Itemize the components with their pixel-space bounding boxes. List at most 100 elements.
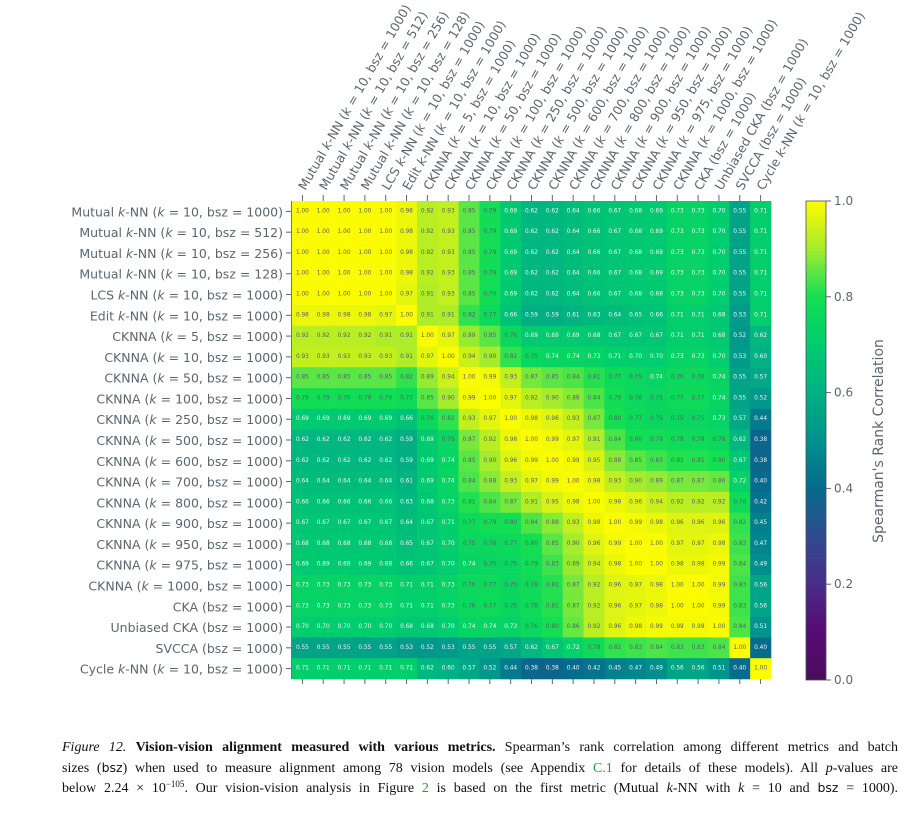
- cell-value-label: 0.99: [692, 624, 705, 630]
- heatmap-cell: [396, 325, 418, 347]
- cell-value-label: 0.85: [421, 395, 434, 401]
- caption-k: k: [738, 781, 745, 796]
- cell-value-label: 0.75: [650, 395, 663, 401]
- heatmap-cell: [521, 325, 543, 347]
- cell-value-label: 0.87: [588, 416, 601, 422]
- cell-value-label: 0.68: [588, 333, 601, 339]
- cell-value-label: 0.84: [733, 624, 746, 630]
- cell-value-label: 0.90: [567, 541, 580, 547]
- heatmap-cell: [333, 284, 355, 306]
- cell-value-label: 0.84: [733, 562, 746, 568]
- heatmap-cell: [604, 242, 626, 264]
- heatmap-cell: [396, 533, 418, 555]
- heatmap-cell: [312, 388, 334, 410]
- cell-value-label: 0.90: [629, 479, 642, 485]
- heatmap-cell: [729, 575, 751, 597]
- figure-link[interactable]: 2: [421, 781, 429, 796]
- heatmap-cell: [708, 595, 730, 617]
- heatmap-cell: [354, 554, 376, 576]
- heatmap-cell: [437, 616, 459, 638]
- cell-value-label: 0.73: [671, 208, 684, 214]
- cell-value-label: 1.00: [629, 541, 642, 547]
- cell-value-label: 0.75: [442, 437, 455, 443]
- cell-value-label: 0.56: [671, 666, 684, 672]
- cell-value-label: 0.77: [483, 312, 496, 318]
- heatmap-cell: [646, 491, 668, 514]
- heatmap-cell: [292, 284, 314, 306]
- cell-value-label: 0.69: [504, 271, 517, 277]
- heatmap-cell: [416, 388, 439, 410]
- heatmap-cell: [750, 346, 772, 368]
- heatmap-cell: [437, 554, 459, 576]
- cell-value-label: 0.93: [567, 416, 580, 422]
- heatmap-cell: [500, 325, 522, 347]
- caption-text: ) when used to measure alignment among 7…: [122, 760, 593, 776]
- cell-value-label: 1.00: [379, 229, 392, 235]
- cell-value-label: 0.69: [525, 333, 538, 339]
- heatmap-cell: [604, 491, 626, 514]
- heatmap-cell: [604, 367, 626, 389]
- heatmap-cell: [729, 242, 751, 264]
- cell-value-label: 0.76: [463, 603, 476, 609]
- cell-value-label: 1.00: [650, 541, 663, 547]
- heatmap-cell: [292, 367, 314, 389]
- cell-value-label: 0.62: [338, 437, 351, 443]
- heatmap-cell: [500, 658, 522, 680]
- cell-value-label: 0.66: [400, 416, 413, 422]
- heatmap-cell: [479, 408, 501, 430]
- heatmap-cell: [666, 637, 688, 659]
- cell-value-label: 1.00: [358, 229, 371, 235]
- caption-text: -values are: [832, 760, 898, 776]
- cell-value-label: 0.98: [650, 520, 663, 526]
- cell-value-label: 0.83: [671, 645, 684, 651]
- colorbar-tick-label: 0.8: [834, 290, 853, 304]
- heatmap-cell: [437, 325, 459, 347]
- row-label: CKNNA (k = 700, bsz = 1000): [96, 474, 283, 489]
- heatmap-cell: [750, 575, 772, 597]
- heatmap-cell: [729, 304, 751, 326]
- cell-value-label: 0.64: [400, 520, 413, 526]
- cell-value-label: 0.74: [442, 479, 455, 485]
- heatmap-cell: [479, 304, 501, 326]
- cell-value-label: 0.75: [629, 375, 642, 381]
- heatmap-cell: [416, 512, 439, 534]
- cell-value-label: 0.73: [379, 603, 392, 609]
- appendix-link[interactable]: C.1: [592, 760, 613, 776]
- cell-value-label: 1.00: [567, 479, 580, 485]
- cell-value-label: 0.66: [650, 312, 663, 318]
- heatmap-cell: [708, 575, 730, 597]
- heatmap-cell: [583, 450, 605, 472]
- cell-value-label: 0.93: [296, 354, 309, 360]
- heatmap-cell: [687, 554, 709, 576]
- cell-value-label: 0.93: [608, 479, 621, 485]
- heatmap-cell: [375, 201, 397, 223]
- heatmap-cell: [750, 471, 772, 493]
- heatmap-cell: [666, 263, 688, 285]
- cell-value-label: 0.65: [400, 541, 413, 547]
- cell-value-label: 0.79: [483, 520, 496, 526]
- heatmap-cell: [396, 201, 418, 223]
- cell-value-label: 1.00: [546, 458, 559, 464]
- heatmap-cell: [500, 533, 522, 555]
- cell-value-label: 0.60: [754, 354, 767, 360]
- heatmap-cell: [292, 616, 314, 638]
- heatmap-cell: [521, 554, 543, 576]
- heatmap-cell: [729, 491, 751, 514]
- cell-value-label: 0.45: [754, 520, 767, 526]
- cell-value-label: 0.73: [296, 603, 309, 609]
- heatmap-cell: [521, 595, 543, 617]
- heatmap-cell: [541, 533, 564, 555]
- heatmap-cell: [562, 658, 584, 680]
- cell-value-label: 0.88: [546, 520, 559, 526]
- heatmap-cell: [687, 575, 709, 597]
- cell-value-label: 0.74: [712, 395, 725, 401]
- cell-value-label: 0.67: [608, 229, 621, 235]
- heatmap-cell: [708, 512, 730, 534]
- cell-value-label: 0.92: [692, 499, 705, 505]
- heatmap-cell: [458, 637, 480, 659]
- cell-value-label: 0.86: [712, 479, 725, 485]
- cell-value-label: 0.66: [588, 208, 601, 214]
- heatmap-cell: [479, 388, 501, 410]
- cell-value-label: 0.66: [338, 499, 351, 505]
